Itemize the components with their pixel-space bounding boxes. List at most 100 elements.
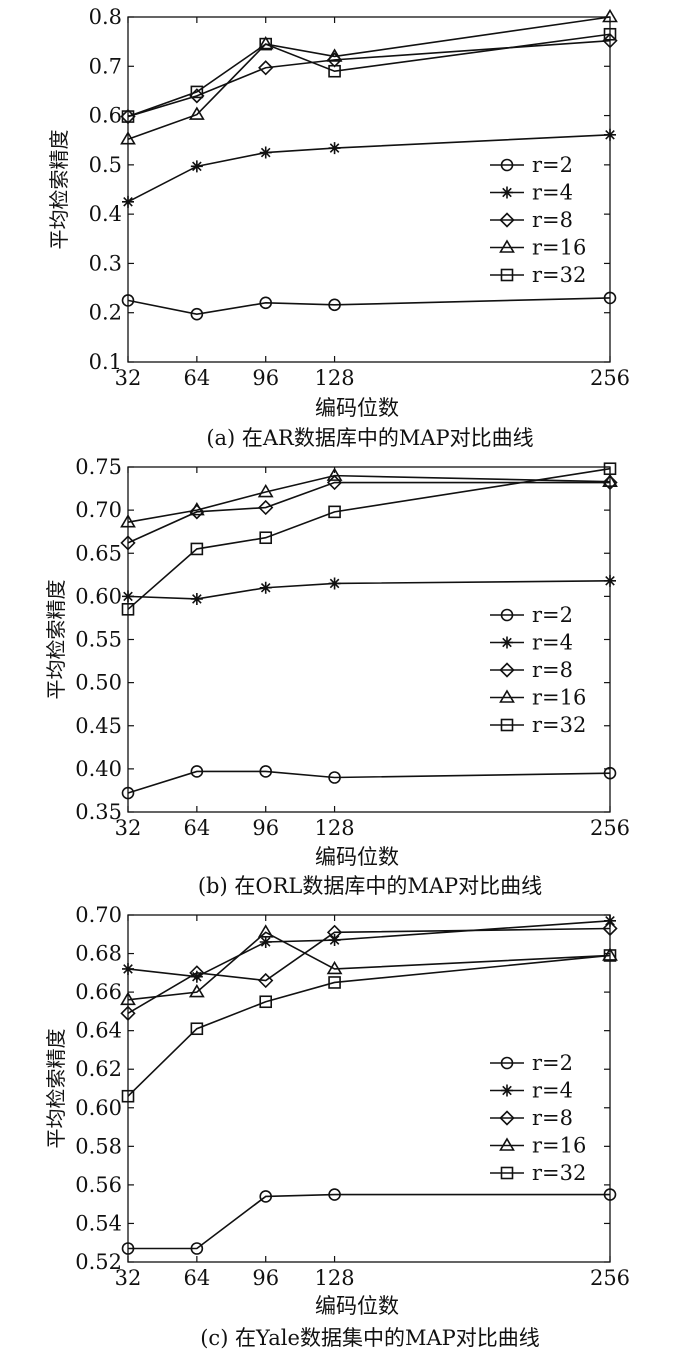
data-point — [190, 592, 203, 605]
series-line — [127, 39, 611, 118]
data-point — [602, 473, 618, 487]
y-tick-label: 0.55 — [75, 628, 122, 652]
legend-label: r=16 — [532, 236, 586, 260]
legend-label: r=4 — [532, 181, 573, 205]
data-point — [259, 581, 272, 594]
series-r-32 — [121, 27, 617, 123]
data-point — [259, 935, 272, 948]
y-tick-label: 0.58 — [75, 1134, 122, 1158]
legend-marker — [501, 1084, 513, 1097]
x-tick-label: 32 — [115, 366, 142, 390]
data-point — [326, 48, 343, 62]
y-axis-label: 平均检索精度 — [44, 580, 68, 700]
data-point — [190, 160, 203, 173]
y-tick-label: 0.40 — [75, 757, 122, 781]
data-point — [121, 110, 135, 123]
data-point — [259, 37, 273, 51]
data-point — [122, 962, 134, 975]
series-r-8 — [120, 920, 618, 1021]
x-tick-label: 64 — [183, 816, 210, 840]
data-point — [121, 1089, 135, 1103]
legend-marker — [499, 662, 515, 678]
y-axis-label: 平均检索精度 — [44, 1029, 68, 1149]
data-point — [328, 298, 341, 312]
data-point — [328, 505, 341, 519]
data-point — [604, 914, 616, 927]
legend-marker — [501, 186, 513, 199]
series-r-32 — [121, 949, 617, 1103]
chart-panel-a: 0.1 0.2 0.3 0.4 0.5 0.6 0.7 0.8 32 64 96 128 256 编码位数… — [47, 5, 630, 450]
y-axis-label: 平均检索精度 — [47, 130, 71, 250]
data-point — [121, 1242, 135, 1255]
data-point — [257, 924, 274, 938]
y-tick-label: 0.75 — [75, 455, 122, 479]
legend-label: r=8 — [532, 208, 573, 232]
y-tick-label: 0.60 — [75, 1096, 122, 1120]
series-line — [127, 297, 611, 316]
data-point — [120, 535, 136, 551]
chart-caption: (c) 在Yale数据集中的MAP对比曲线 — [200, 1326, 540, 1350]
series-line — [127, 931, 611, 1001]
data-point — [190, 307, 204, 321]
series-line — [127, 16, 611, 140]
data-point — [190, 85, 204, 99]
data-point — [328, 142, 341, 155]
y-tick-label: 0.60 — [75, 584, 122, 608]
series-r-2 — [121, 1188, 617, 1255]
legend-marker — [500, 718, 514, 732]
y-tick-label: 0.45 — [75, 714, 122, 738]
legend-label: r=2 — [532, 1051, 573, 1075]
data-point — [603, 462, 617, 476]
data-point — [328, 771, 341, 784]
legend-marker — [501, 636, 513, 649]
data-point — [188, 106, 205, 120]
chart-panel-b: 0.35 0.40 0.45 0.50 0.55 0.60 0.65 0.70 0.75 32 64… — [44, 455, 630, 898]
data-point — [258, 499, 274, 516]
y-tick-label: 0.4 — [89, 202, 122, 226]
series-r-32 — [121, 462, 617, 616]
y-tick-label: 0.54 — [75, 1211, 122, 1235]
data-point — [604, 574, 616, 587]
legend-marker — [500, 608, 514, 622]
data-point — [603, 949, 617, 962]
series-line — [127, 954, 611, 1097]
data-point — [602, 8, 618, 23]
data-point — [120, 514, 136, 528]
data-point — [190, 970, 203, 983]
legend-label: r=8 — [532, 1106, 573, 1130]
data-point — [604, 128, 616, 141]
x-axis-label: 编码位数 — [315, 1294, 399, 1318]
data-point — [602, 920, 618, 937]
data-point — [259, 765, 273, 778]
y-tick-label: 0.1 — [89, 350, 122, 374]
data-point — [257, 483, 274, 498]
x-tick-label: 256 — [590, 366, 630, 390]
legend-label: r=16 — [532, 686, 586, 710]
plot-frame — [127, 16, 611, 363]
data-point — [121, 294, 135, 307]
x-tick-label: 32 — [115, 1266, 142, 1290]
data-point — [259, 146, 272, 159]
data-point — [121, 786, 135, 800]
data-point — [188, 984, 205, 998]
legend-label: r=32 — [532, 713, 586, 737]
data-point — [120, 991, 136, 1006]
series-line — [127, 770, 611, 794]
y-tick-label: 0.70 — [75, 498, 122, 522]
chart-panel-c: 0.52 0.54 0.56 0.58 0.60 0.62 0.64 0.66 0.68 0.70… — [44, 903, 630, 1350]
data-point — [259, 531, 273, 545]
data-point — [190, 1242, 204, 1255]
x-tick-label: 128 — [315, 816, 355, 840]
legend: r=2 r=4 r=8 r=16 r=32 — [490, 1051, 586, 1185]
series-r-8 — [120, 474, 618, 551]
x-tick-label: 256 — [590, 816, 630, 840]
series-r-4 — [122, 914, 616, 983]
data-point — [258, 60, 274, 76]
data-point — [122, 590, 134, 603]
legend-label: r=16 — [532, 1134, 586, 1158]
data-point — [603, 27, 617, 41]
x-tick-label: 128 — [315, 1266, 355, 1290]
data-point — [190, 1022, 204, 1036]
data-point — [190, 542, 204, 556]
series-r-4 — [122, 128, 616, 208]
